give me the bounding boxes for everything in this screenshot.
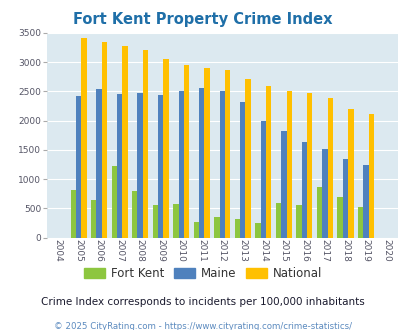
Bar	[111, 166, 117, 238]
Bar	[255, 223, 260, 238]
Bar	[306, 93, 312, 238]
Bar	[362, 165, 368, 238]
Bar	[91, 200, 96, 238]
Bar	[296, 205, 301, 238]
Bar	[316, 187, 322, 238]
Bar	[143, 50, 148, 238]
Bar	[117, 94, 122, 238]
Bar	[70, 190, 76, 238]
Bar	[102, 42, 107, 238]
Bar	[96, 89, 102, 238]
Bar	[368, 114, 373, 238]
Bar	[76, 96, 81, 238]
Bar	[183, 65, 189, 238]
Bar	[81, 38, 86, 238]
Bar	[214, 217, 219, 238]
Text: Fort Kent Property Crime Index: Fort Kent Property Crime Index	[73, 12, 332, 26]
Bar	[132, 191, 137, 238]
Bar	[193, 222, 198, 238]
Bar	[347, 109, 353, 238]
Bar	[224, 70, 230, 238]
Bar	[234, 219, 240, 238]
Bar	[137, 93, 143, 238]
Bar	[152, 205, 158, 238]
Bar	[357, 207, 362, 238]
Bar	[240, 102, 245, 238]
Bar	[265, 86, 271, 238]
Bar	[327, 98, 332, 238]
Bar	[301, 142, 306, 238]
Bar	[173, 204, 178, 238]
Bar	[342, 159, 347, 238]
Bar	[158, 95, 163, 238]
Text: Crime Index corresponds to incidents per 100,000 inhabitants: Crime Index corresponds to incidents per…	[41, 297, 364, 307]
Bar	[337, 197, 342, 238]
Bar	[245, 79, 250, 238]
Bar	[178, 91, 183, 238]
Text: © 2025 CityRating.com - https://www.cityrating.com/crime-statistics/: © 2025 CityRating.com - https://www.city…	[54, 322, 351, 330]
Bar	[286, 91, 291, 238]
Bar	[219, 91, 224, 238]
Bar	[163, 59, 168, 238]
Bar	[260, 121, 265, 238]
Bar	[275, 203, 281, 238]
Bar	[204, 68, 209, 238]
Bar	[281, 131, 286, 238]
Bar	[322, 149, 327, 238]
Legend: Fort Kent, Maine, National: Fort Kent, Maine, National	[81, 265, 324, 283]
Bar	[122, 47, 127, 238]
Bar	[198, 88, 204, 238]
